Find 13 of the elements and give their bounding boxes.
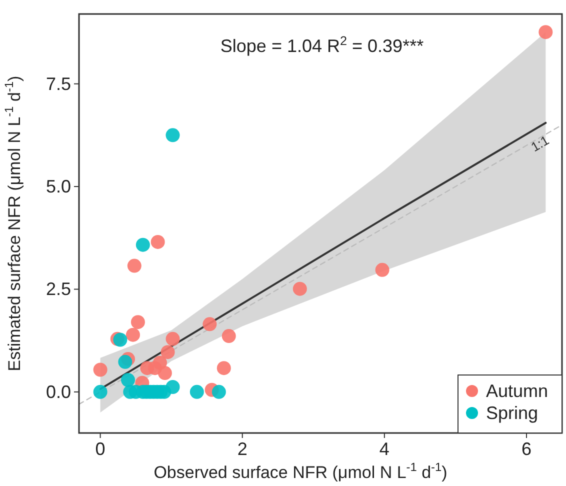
y-tick-label: 2.5 (46, 279, 71, 300)
legend-label: Spring (486, 403, 538, 423)
x-tick-label: 2 (237, 439, 248, 459)
y-tick-label: 5.0 (46, 176, 71, 197)
x-axis-title: Observed surface NFR (μmol N L$^{-1}$ d$^{-1}$) (154, 460, 448, 482)
legend-label: Autumn (486, 381, 548, 401)
x-tick-label: 6 (521, 439, 532, 459)
y-tick-label: 7.5 (46, 74, 71, 94)
x-tick-label: 0 (95, 439, 106, 459)
text: 1:1 (528, 132, 552, 155)
annotation: Slope = 1.04 R$^{2}$ = 0.39*** (220, 34, 424, 56)
x-tick-label: 4 (379, 439, 390, 459)
y-tick-label: 0.0 (46, 382, 71, 402)
